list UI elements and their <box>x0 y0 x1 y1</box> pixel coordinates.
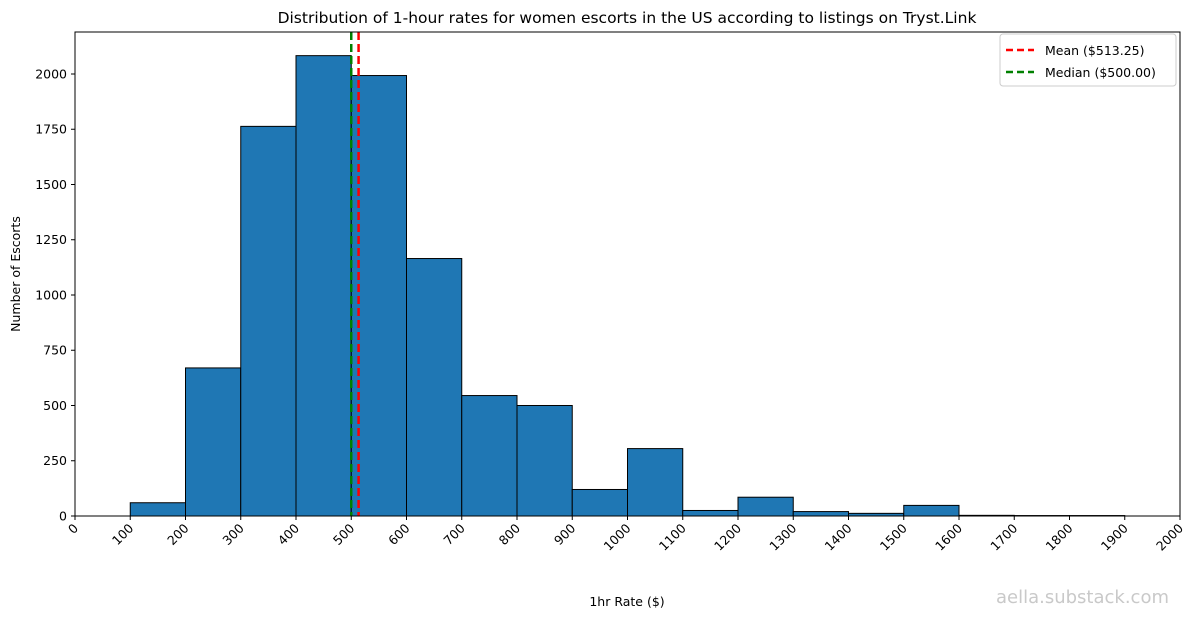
histogram-bar <box>903 504 960 517</box>
x-tick-label: 700 <box>440 520 468 548</box>
x-tick-label: 400 <box>275 520 303 548</box>
histogram-bar <box>682 509 739 517</box>
histogram-bar <box>627 448 684 517</box>
histogram-bar <box>185 367 242 517</box>
histogram-bar <box>461 395 518 517</box>
x-tick-label: 1300 <box>766 520 799 553</box>
y-tick-label: 250 <box>43 453 67 468</box>
histogram-bar <box>406 258 463 517</box>
x-axis-label: 1hr Rate ($) <box>589 594 664 609</box>
x-tick-label: 900 <box>551 520 579 548</box>
x-tick-label: 2000 <box>1153 520 1186 553</box>
legend-median-label: Median ($500.00) <box>1045 65 1156 80</box>
histogram-bar <box>240 125 297 517</box>
histogram-bar <box>571 488 628 517</box>
y-tick-label: 500 <box>43 398 67 413</box>
x-tick-label: 600 <box>385 520 413 548</box>
histogram-bar <box>129 502 186 517</box>
x-tick-label: 200 <box>164 520 192 548</box>
legend-box <box>999 33 1177 87</box>
histogram-bar <box>792 511 849 517</box>
legend: Mean ($513.25) Median ($500.00) <box>999 33 1177 87</box>
histogram-bar <box>737 496 794 517</box>
histogram-bar <box>295 55 352 517</box>
legend-mean-label: Mean ($513.25) <box>1045 43 1144 58</box>
x-tick-label: 100 <box>109 520 137 548</box>
y-tick-label: 750 <box>43 343 67 358</box>
y-tick-label: 1000 <box>35 287 67 302</box>
x-tick-label: 1900 <box>1098 520 1131 553</box>
y-tick-label: 1500 <box>35 177 67 192</box>
y-tick-label: 1750 <box>35 122 67 137</box>
x-tick-label: 500 <box>330 520 358 548</box>
x-tick-label: 1800 <box>1043 520 1076 553</box>
x-tick-label: 0 <box>65 520 81 536</box>
y-tick-label: 0 <box>59 509 67 524</box>
x-tick-label: 800 <box>496 520 524 548</box>
bars-layer <box>129 55 1126 517</box>
x-tick-label: 1500 <box>877 520 910 553</box>
histogram-bar <box>350 75 407 517</box>
watermark-text: aella.substack.com <box>995 587 1169 608</box>
reference-lines-layer <box>350 32 360 516</box>
x-tick-label: 1700 <box>987 520 1020 553</box>
x-tick-label: 1000 <box>601 520 634 553</box>
y-axis-label: Number of Escorts <box>8 216 23 332</box>
x-tick-label: 1100 <box>656 520 689 553</box>
x-tick-label: 300 <box>219 520 247 548</box>
x-tick-label: 1200 <box>711 520 744 553</box>
y-tick-label: 1250 <box>35 232 67 247</box>
y-tick-label: 2000 <box>35 66 67 81</box>
chart-title: Distribution of 1-hour rates for women e… <box>278 9 977 27</box>
x-tick-label: 1600 <box>932 520 965 553</box>
x-tick-label: 1400 <box>822 520 855 553</box>
histogram-bar <box>516 404 573 517</box>
